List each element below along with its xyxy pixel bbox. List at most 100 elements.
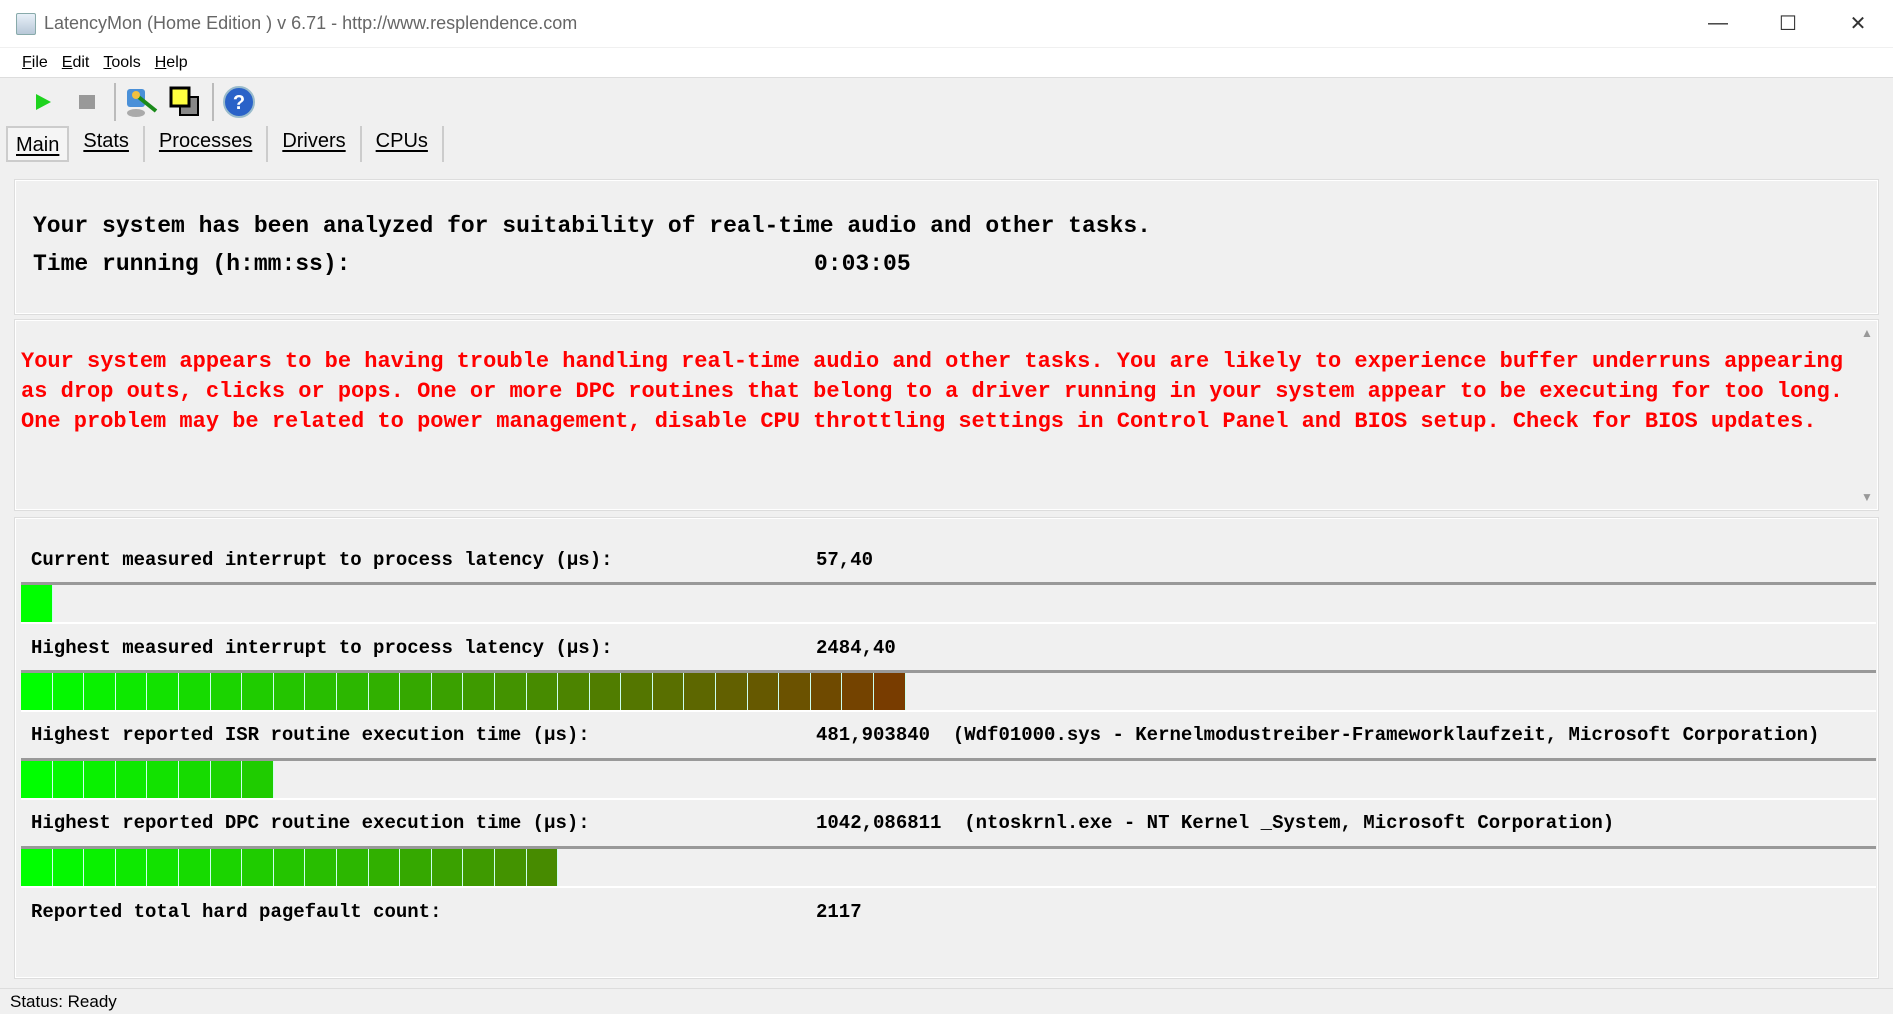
dpc-label: Highest reported DPC routine execution t… [31, 812, 590, 834]
bar-segment [684, 673, 717, 710]
bar-segment [463, 849, 495, 886]
bar-segment [336, 673, 369, 710]
bar-segment [242, 673, 274, 710]
tab-processes[interactable]: Processes [145, 126, 269, 162]
bar-segment [242, 849, 274, 886]
bar-segment [336, 849, 369, 886]
bar-segment [368, 673, 401, 710]
tab-main[interactable]: Main [6, 126, 70, 162]
bar-segment [178, 761, 211, 798]
scroll-down-icon[interactable]: ▼ [1861, 490, 1873, 504]
menu-tools[interactable]: Tools [103, 53, 141, 71]
bar-segment [494, 673, 527, 710]
close-button[interactable]: ✕ [1849, 13, 1867, 35]
dpc-bar [21, 846, 1876, 888]
bar-segment [431, 673, 464, 710]
bar-segment [21, 761, 53, 798]
bar-segment [810, 673, 843, 710]
bar-segment [558, 673, 590, 710]
tab-bar: Main Stats Processes Drivers CPUs [6, 126, 444, 163]
bar-segment [210, 673, 243, 710]
bar-segment [178, 673, 211, 710]
toolbar: ? [0, 80, 266, 124]
play-icon[interactable] [26, 85, 60, 119]
current-latency-bar [21, 582, 1876, 624]
highest-latency-label: Highest measured interrupt to process la… [31, 637, 613, 659]
menu-bar: File Edit Tools Help [0, 48, 1893, 78]
dpc-driver: (ntoskrnl.exe - NT Kernel _System, Micro… [964, 812, 1615, 834]
tab-stats[interactable]: Stats [69, 126, 145, 162]
maximize-button[interactable]: ☐ [1779, 13, 1797, 35]
title-bar: LatencyMon (Home Edition ) v 6.71 - http… [0, 0, 1893, 47]
minimize-button[interactable]: — [1708, 12, 1728, 34]
bar-segment [147, 761, 179, 798]
bar-segment [273, 673, 306, 710]
bar-segment [874, 673, 906, 710]
tab-drivers[interactable]: Drivers [268, 126, 362, 162]
bar-segment [400, 849, 432, 886]
bar-segment [84, 849, 116, 886]
bar-segment [84, 673, 116, 710]
bar-segment [716, 673, 748, 710]
bar-segment [589, 673, 622, 710]
isr-value: 481,903840 (Wdf01000.sys - Kernelmodustr… [816, 724, 1820, 746]
isr-label: Highest reported ISR routine execution t… [31, 724, 590, 746]
bar-segment [21, 585, 53, 622]
toolbar-separator [212, 83, 214, 121]
bar-segment [52, 673, 85, 710]
bar-segment [115, 761, 148, 798]
svg-text:?: ? [233, 92, 245, 114]
bar-segment [52, 849, 85, 886]
bar-segment [431, 849, 464, 886]
help-icon[interactable]: ? [222, 85, 256, 119]
highest-latency-bar [21, 670, 1876, 712]
scroll-up-icon[interactable]: ▲ [1861, 326, 1873, 340]
tab-cpus[interactable]: CPUs [362, 126, 444, 162]
bar-segment [747, 673, 780, 710]
bar-segment [368, 849, 401, 886]
dpc-value: 1042,086811 (ntoskrnl.exe - NT Kernel _S… [816, 812, 1615, 834]
isr-driver: (Wdf01000.sys - Kernelmodustreiber-Frame… [952, 724, 1820, 746]
bar-segment [621, 673, 653, 710]
verdict-text: Your system appears to be having trouble… [21, 349, 1843, 434]
current-latency-value: 57,40 [816, 549, 874, 571]
bar-segment [147, 673, 179, 710]
window-title: LatencyMon (Home Edition ) v 6.71 - http… [44, 13, 578, 33]
bar-segment [242, 761, 274, 798]
bar-segment [52, 761, 85, 798]
bar-segment [305, 673, 337, 710]
bar-segment [652, 673, 685, 710]
isr-bar [21, 758, 1876, 800]
menu-edit[interactable]: Edit [61, 53, 90, 71]
stop-icon[interactable] [70, 85, 104, 119]
bar-segment [210, 849, 243, 886]
bar-segment [210, 761, 243, 798]
bar-segment [21, 673, 53, 710]
bar-segment [115, 673, 148, 710]
highest-latency-value: 2484,40 [816, 637, 896, 659]
summary-text: Your system has been analyzed for suitab… [33, 213, 1151, 239]
bar-segment [494, 849, 527, 886]
bar-segment [526, 849, 559, 886]
summary-panel: Your system has been analyzed for suitab… [14, 179, 1879, 315]
bar-segment [526, 673, 559, 710]
time-running-label: Time running (h:mm:ss): [33, 251, 351, 277]
verdict-panel: Your system appears to be having trouble… [14, 319, 1879, 511]
app-icon [16, 12, 36, 35]
status-bar: Status: Ready [0, 988, 1893, 1014]
menu-help[interactable]: Help [154, 53, 188, 71]
monitor-wrench-icon[interactable] [124, 85, 158, 119]
verdict-scrollbar[interactable]: ▲ ▼ [1856, 320, 1878, 510]
bar-segment [400, 673, 432, 710]
toolbar-separator [114, 83, 116, 121]
bar-segment [147, 849, 179, 886]
bar-segment [84, 761, 116, 798]
bar-segment [273, 849, 306, 886]
metrics-panel: Current measured interrupt to process la… [14, 517, 1879, 979]
windows-icon[interactable] [168, 85, 202, 119]
current-latency-label: Current measured interrupt to process la… [31, 549, 613, 571]
pagefault-label: Reported total hard pagefault count: [31, 901, 442, 923]
menu-file[interactable]: File [22, 53, 48, 71]
bar-segment [178, 849, 211, 886]
bar-segment [305, 849, 337, 886]
